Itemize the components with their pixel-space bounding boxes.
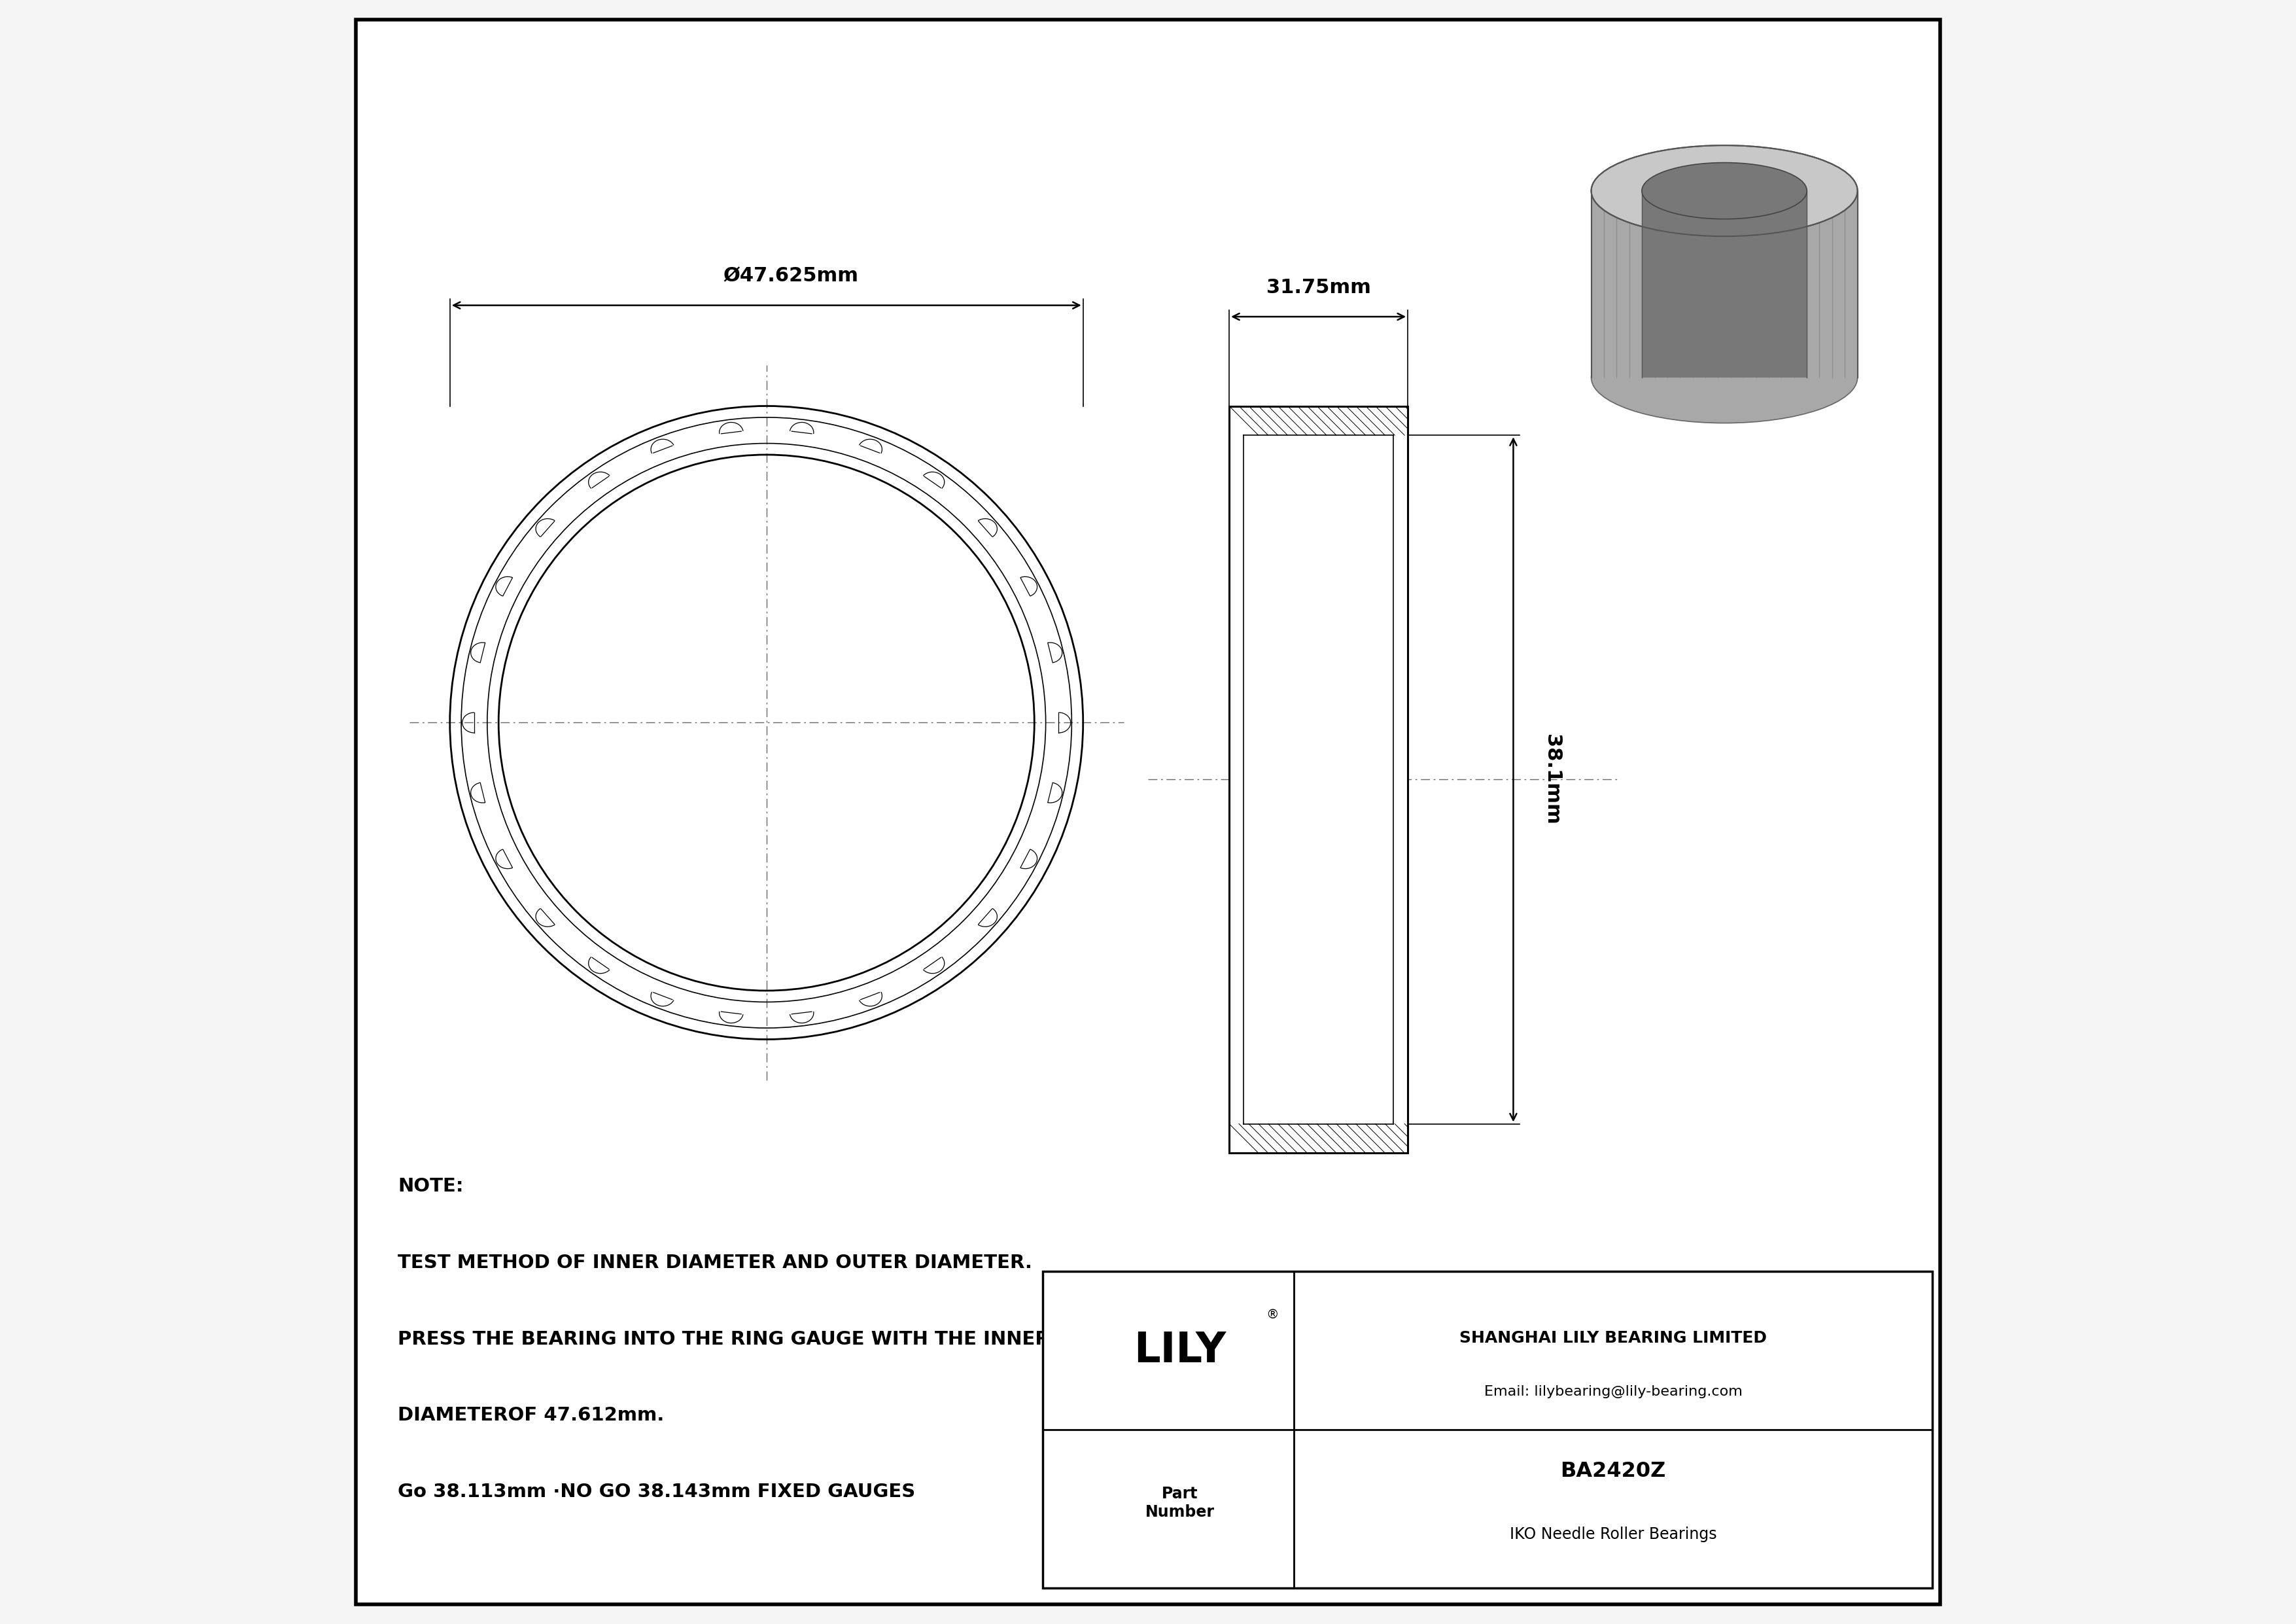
Text: NOTE:: NOTE: (397, 1177, 464, 1195)
Text: Part
Number: Part Number (1146, 1486, 1215, 1520)
Bar (1042, 1272, 1933, 1588)
Text: Ø47.625mm: Ø47.625mm (723, 266, 859, 286)
Text: BA2420Z: BA2420Z (1561, 1462, 1667, 1481)
Text: LILY: LILY (1134, 1330, 1226, 1371)
Bar (1228, 406, 1407, 1153)
Text: SHANGHAI LILY BEARING LIMITED: SHANGHAI LILY BEARING LIMITED (1460, 1330, 1768, 1346)
Text: Email: lilybearing@lily-bearing.com: Email: lilybearing@lily-bearing.com (1483, 1385, 1743, 1398)
Ellipse shape (1591, 146, 1857, 237)
Text: TEST METHOD OF INNER DIAMETER AND OUTER DIAMETER.: TEST METHOD OF INNER DIAMETER AND OUTER … (397, 1254, 1033, 1272)
Text: DIAMETEROF 47.612mm.: DIAMETEROF 47.612mm. (397, 1406, 664, 1424)
Text: IKO Needle Roller Bearings: IKO Needle Roller Bearings (1508, 1527, 1717, 1543)
Polygon shape (1591, 192, 1857, 378)
Text: 31.75mm: 31.75mm (1265, 278, 1371, 297)
Bar (1042, 1272, 1933, 1588)
Text: ®: ® (1265, 1309, 1279, 1322)
Text: Go 38.113mm ·NO GO 38.143mm FIXED GAUGES: Go 38.113mm ·NO GO 38.143mm FIXED GAUGES (397, 1483, 916, 1501)
Polygon shape (1642, 192, 1807, 378)
Text: PRESS THE BEARING INTO THE RING GAUGE WITH THE INNER: PRESS THE BEARING INTO THE RING GAUGE WI… (397, 1330, 1049, 1348)
Ellipse shape (1591, 331, 1857, 424)
Text: 38.1mm: 38.1mm (1543, 734, 1561, 825)
Ellipse shape (1642, 162, 1807, 219)
